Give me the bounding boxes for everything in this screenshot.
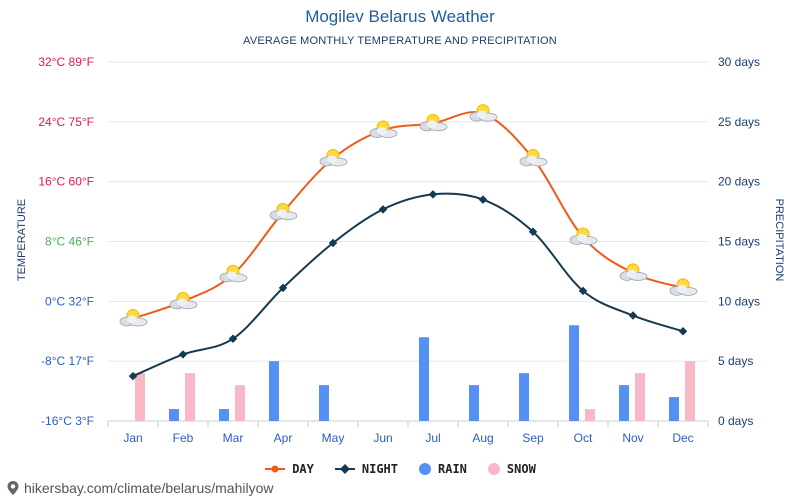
x-tick-label: Feb <box>173 431 194 445</box>
partly-cloudy-icon <box>469 104 498 122</box>
legend-night[interactable]: NIGHT <box>334 462 398 476</box>
chart-title: Mogilev Belarus Weather <box>305 7 495 26</box>
y-tick-right-label: 20 days <box>718 175 760 189</box>
y-tick-left-label: 8°C 46°F <box>45 235 94 249</box>
partly-cloudy-icon <box>669 278 698 296</box>
location-pin-icon <box>7 481 19 495</box>
footer-url: hikersbay.com/climate/belarus/mahilyow <box>24 480 274 496</box>
x-tick-label: May <box>322 431 345 445</box>
rain-bar <box>169 409 179 421</box>
chart-legend: DAY NIGHT RAIN SNOW <box>0 462 800 476</box>
x-tick-label: Oct <box>574 431 593 445</box>
y-tick-right-label: 25 days <box>718 115 760 129</box>
snow-bar <box>635 373 645 421</box>
x-tick-label: Dec <box>672 431 693 445</box>
legend-snow[interactable]: SNOW <box>487 462 536 476</box>
y-tick-right-label: 10 days <box>718 294 760 308</box>
legend-snow-label: SNOW <box>506 462 536 476</box>
legend-snow-marker <box>487 463 500 475</box>
partly-cloudy-icon <box>269 202 298 221</box>
snow-bar <box>685 361 695 421</box>
night-point <box>478 195 488 204</box>
partly-cloudy-icon <box>119 309 148 327</box>
snow-bar <box>585 409 595 421</box>
y-tick-right-label: 0 days <box>718 414 753 428</box>
partly-cloudy-icon <box>569 227 598 245</box>
x-tick-label: Jun <box>373 431 392 445</box>
legend-night-label: NIGHT <box>361 462 398 476</box>
night-point <box>278 283 288 293</box>
x-tick-label: Apr <box>274 431 293 445</box>
rain-bar <box>469 385 479 421</box>
snow-bar <box>235 385 245 421</box>
rain-bar <box>219 409 229 421</box>
y-tick-right-label: 15 days <box>718 235 760 249</box>
partly-cloudy-icon <box>369 120 398 138</box>
night-series-line <box>132 192 684 378</box>
y-tick-left-label: 0°C 32°F <box>45 294 94 308</box>
y-tick-right-label: 5 days <box>718 354 753 368</box>
day-series-line <box>132 111 684 320</box>
x-tick-label: Jan <box>123 431 142 445</box>
rain-bar <box>669 397 679 421</box>
legend-rain[interactable]: RAIN <box>418 462 467 476</box>
legend-day[interactable]: DAY <box>264 462 314 476</box>
partly-cloudy-icon <box>619 263 648 281</box>
y-tick-left-label: 32°C 89°F <box>38 55 94 69</box>
night-point <box>628 311 638 320</box>
rain-bar <box>419 337 429 421</box>
rain-bar <box>519 373 529 421</box>
night-point <box>128 371 138 381</box>
y-tick-left-label: 24°C 75°F <box>38 115 94 129</box>
legend-night-marker <box>334 464 355 474</box>
y-tick-left-label: 16°C 60°F <box>38 175 94 189</box>
night-point <box>678 327 688 336</box>
night-point <box>178 350 188 359</box>
y-tick-left-label: -8°C 17°F <box>41 354 94 368</box>
partly-cloudy-icon <box>419 113 448 132</box>
partly-cloudy-icon <box>169 291 198 310</box>
rain-bar <box>569 325 579 421</box>
night-point <box>428 190 438 199</box>
snow-bar <box>185 373 195 421</box>
x-tick-label: Mar <box>223 431 244 445</box>
y-tick-right-label: 30 days <box>718 55 760 69</box>
partly-cloudy-icon <box>219 264 248 283</box>
rain-bar <box>619 385 629 421</box>
chart-subtitle: AVERAGE MONTHLY TEMPERATURE AND PRECIPIT… <box>243 35 557 47</box>
legend-day-label: DAY <box>292 462 314 476</box>
y-tick-left-label: -16°C 3°F <box>41 414 94 428</box>
snow-bar <box>135 373 145 421</box>
night-point <box>378 205 388 214</box>
night-point <box>228 334 238 343</box>
partly-cloudy-icon <box>519 148 548 167</box>
x-tick-label: Jul <box>425 431 440 445</box>
x-tick-label: Aug <box>472 431 493 445</box>
rain-bar <box>319 385 329 421</box>
footer-link[interactable]: hikersbay.com/climate/belarus/mahilyow <box>6 480 274 496</box>
legend-rain-marker <box>419 463 431 475</box>
night-point <box>328 238 338 248</box>
partly-cloudy-icon <box>319 148 348 167</box>
legend-day-marker <box>265 465 286 473</box>
x-tick-label: Sep <box>522 431 544 445</box>
legend-rain-label: RAIN <box>438 462 467 476</box>
night-point <box>578 286 588 296</box>
rain-bar <box>269 361 279 421</box>
x-tick-label: Nov <box>622 431 643 445</box>
